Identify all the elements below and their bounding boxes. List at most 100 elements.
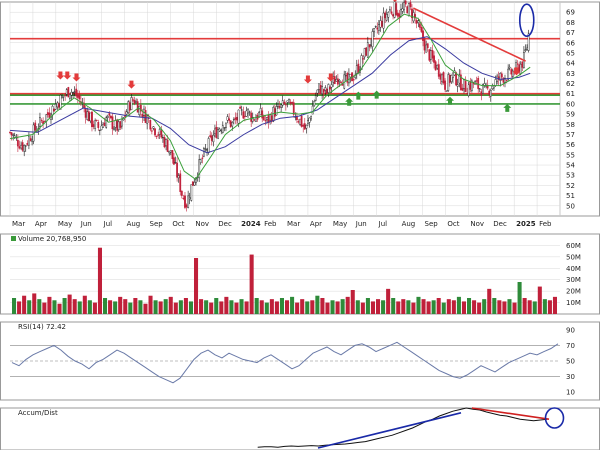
candle-body (9, 131, 11, 133)
candle-body (475, 80, 478, 82)
candle-body (288, 98, 290, 103)
price-tick-label: 67 (566, 29, 575, 37)
volume-bar (254, 298, 259, 314)
candle-body (297, 121, 300, 123)
candle-body (242, 111, 245, 119)
candle-body (418, 23, 421, 28)
candle-body (239, 106, 242, 109)
candle-body (173, 157, 175, 165)
candle-body (385, 14, 388, 21)
candle-body (406, 6, 409, 14)
volume-bar (295, 302, 300, 314)
volume-bar (133, 298, 138, 314)
candle-body (283, 101, 286, 105)
candle-body (527, 33, 530, 51)
candle-body (425, 44, 428, 53)
volume-bar (456, 296, 461, 314)
candle-body (461, 87, 464, 91)
candle-body (87, 111, 90, 122)
volume-bar (446, 299, 451, 314)
volume-bar (320, 298, 325, 314)
volume-bar (72, 299, 77, 314)
candle-body (21, 142, 24, 151)
candle-body (168, 150, 171, 154)
rsi-title: RSI(14) 72.42 (18, 323, 66, 331)
candle-body (296, 116, 298, 121)
volume-bar (259, 300, 264, 314)
candle-body (179, 173, 182, 192)
volume-bar (381, 300, 386, 314)
volume-bar (249, 254, 254, 314)
candle-body (428, 49, 431, 61)
volume-bar (345, 296, 350, 314)
candle-body (185, 204, 188, 208)
candle-body (442, 72, 445, 84)
volume-bar (22, 295, 27, 314)
volume-bar (42, 302, 47, 314)
volume-bar (315, 295, 320, 314)
candle-body (441, 74, 443, 82)
candle-body (73, 91, 76, 93)
candle-body (374, 26, 377, 28)
candle-body (464, 80, 467, 92)
candle-body (321, 86, 324, 95)
volume-bar (123, 299, 128, 314)
volume-bar (108, 300, 113, 314)
down-arrow (326, 73, 335, 82)
candle-body (360, 55, 363, 70)
candle-body (307, 120, 309, 124)
month-label: Dec (493, 220, 507, 228)
volume-bar (426, 301, 431, 314)
candle-body (277, 104, 279, 107)
candle-body (237, 109, 240, 124)
volume-legend-swatch (11, 236, 16, 241)
candle-body (470, 80, 473, 91)
candle-body (477, 77, 480, 89)
candle-body (395, 3, 398, 16)
volume-bar (239, 299, 244, 314)
candle-body (75, 88, 78, 97)
volume-bar (386, 288, 391, 314)
candle-body (384, 12, 387, 19)
volume-bar (461, 301, 466, 314)
volume-bar (17, 301, 22, 314)
candle-body (365, 47, 368, 56)
candle-body (10, 132, 13, 136)
volume-title: Volume 20,768,950 (18, 235, 86, 243)
volume-bar (269, 299, 274, 314)
volume-tick-label: 40M (566, 265, 581, 273)
candle-body (231, 122, 234, 127)
candle-body (132, 99, 134, 101)
volume-bar (219, 301, 224, 314)
candle-body (174, 162, 177, 164)
candle-body (146, 115, 149, 124)
volume-bar (300, 299, 305, 314)
candle-body (119, 121, 122, 128)
candle-body (18, 146, 21, 149)
month-label: Oct (447, 220, 459, 228)
candle-body (281, 100, 284, 106)
candle-body (486, 84, 489, 89)
candle-body (95, 119, 98, 121)
candle-body (65, 89, 68, 95)
candle-body (127, 101, 130, 113)
price-tick-label: 53 (566, 172, 575, 180)
rsi-panel: 90 70 50 30 10 RSI(14) 72.42 (0, 321, 600, 401)
volume-bar (37, 299, 42, 314)
price-frame (0, 1, 600, 217)
volume-bar (285, 300, 290, 314)
candle-body (467, 84, 470, 96)
candle-body (218, 128, 221, 132)
candle-body (275, 106, 278, 116)
candle-body (415, 20, 418, 24)
volume-bar (355, 300, 360, 314)
candle-body (117, 121, 120, 131)
volume-bar (370, 301, 375, 314)
ad-title: Accum/Dist (18, 409, 58, 417)
candle-body (42, 121, 45, 124)
volume-bar (77, 301, 82, 314)
candle-body (494, 79, 497, 86)
candle-body (524, 49, 527, 51)
candle-body (40, 120, 43, 122)
candle-body (463, 78, 465, 89)
